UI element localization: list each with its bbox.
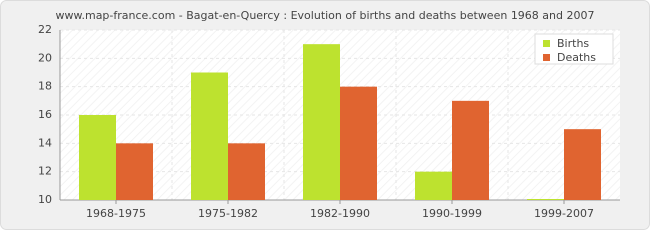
y-tick-label: 18 <box>38 80 52 93</box>
legend-label: Births <box>557 37 589 50</box>
x-tick-label: 1982-1990 <box>310 207 370 220</box>
bar <box>303 44 340 200</box>
bar <box>564 129 601 200</box>
bar <box>116 143 153 200</box>
x-tick-label: 1975-1982 <box>198 207 258 220</box>
y-tick-label: 14 <box>38 136 52 149</box>
legend-label: Deaths <box>557 51 596 64</box>
bar <box>191 72 228 200</box>
y-tick-label: 10 <box>38 193 52 206</box>
bar <box>452 100 489 200</box>
chart: www.map-france.com - Bagat-en-Quercy : E… <box>0 0 650 230</box>
legend-swatch <box>543 40 550 47</box>
y-tick-label: 12 <box>38 165 52 178</box>
bar <box>228 143 265 200</box>
y-tick-label: 20 <box>38 51 52 64</box>
legend-swatch <box>543 54 550 61</box>
bar <box>340 86 377 200</box>
y-tick-label: 22 <box>38 23 52 36</box>
chart-title: www.map-france.com - Bagat-en-Quercy : E… <box>56 9 595 22</box>
y-tick-label: 16 <box>38 108 52 121</box>
x-tick-label: 1999-2007 <box>534 207 594 220</box>
page: {"chart_data": {"type": "bar", "title": … <box>0 0 650 230</box>
x-tick-label: 1968-1975 <box>86 207 146 220</box>
x-tick-label: 1990-1999 <box>422 207 482 220</box>
bar <box>79 115 116 200</box>
bar <box>527 199 564 200</box>
bar <box>415 171 452 200</box>
legend-box <box>534 33 614 65</box>
